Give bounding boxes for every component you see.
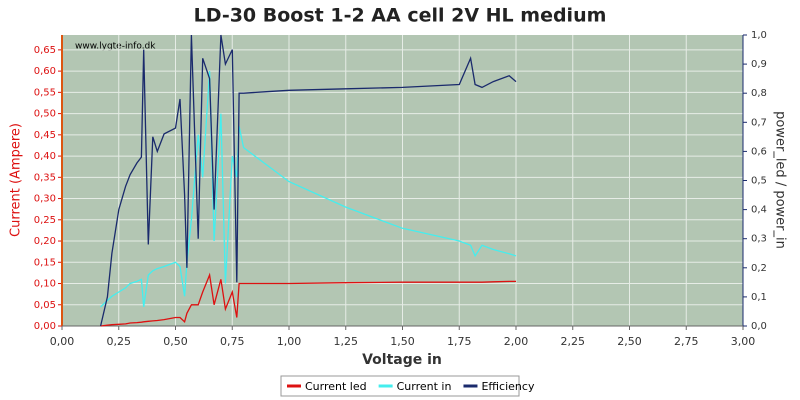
y-tick-label: 0,65 <box>34 45 56 56</box>
data-line <box>100 272 516 327</box>
y2-tick-label: 0,1 <box>751 292 767 303</box>
y-tick-label: 0,10 <box>34 279 56 290</box>
y2-tick-label: 0,6 <box>751 146 767 157</box>
y-tick-label: 0,15 <box>34 257 56 268</box>
x-tick-label: 0,50 <box>163 335 188 348</box>
y-tick-label: 0,05 <box>34 300 56 311</box>
legend-label: Current led <box>305 380 367 393</box>
data-line <box>100 71 517 308</box>
y2-tick-label: 0,9 <box>751 59 767 70</box>
x-tick-label: 0,75 <box>220 335 245 348</box>
chart-title: LD-30 Boost 1-2 AA cell 2V HL medium <box>194 5 607 27</box>
y-tick-label: 0,45 <box>34 130 56 141</box>
x-tick-label: 0,00 <box>50 335 75 348</box>
data-line <box>99 34 517 327</box>
legend-label: Current in <box>397 380 452 393</box>
y2-tick-label: 0,7 <box>751 117 767 128</box>
x-tick-label: 1,25 <box>334 335 359 348</box>
legend-label: Efficiency <box>481 380 534 393</box>
y2-tick-label: 0,4 <box>751 205 767 216</box>
x-tick-label: 2,00 <box>504 335 529 348</box>
y-tick-label: 0,25 <box>34 215 56 226</box>
y-tick-label: 0,60 <box>34 66 56 77</box>
y2-tick-label: 0,2 <box>751 263 767 274</box>
legend <box>280 375 520 397</box>
x-tick-label: 2,25 <box>561 335 586 348</box>
y2-tick-label: 0,3 <box>751 234 767 245</box>
x-tick-label: 2,50 <box>617 335 642 348</box>
y-tick-label: 0,40 <box>34 151 56 162</box>
y-tick-label: 0,00 <box>34 321 56 332</box>
y2-tick-label: 0,5 <box>751 176 767 187</box>
y2-tick-label: 0,0 <box>751 321 767 332</box>
x-tick-label: 3,00 <box>731 335 756 348</box>
x-axis-label: Voltage in <box>362 352 442 368</box>
x-tick-label: 1,75 <box>447 335 472 348</box>
y-tick-label: 0,20 <box>34 236 56 247</box>
x-tick-label: 1,50 <box>390 335 415 348</box>
y2-tick-label: 1,0 <box>751 30 767 41</box>
y-axis-label: Current (Ampere) <box>9 123 24 237</box>
y2-axis-label: power_led / power_in <box>773 111 788 249</box>
watermark: www.lygte-info.dk <box>75 42 156 52</box>
y2-tick-label: 0,8 <box>751 88 767 99</box>
y-tick-label: 0,35 <box>34 172 56 183</box>
x-tick-label: 2,75 <box>674 335 699 348</box>
x-tick-label: 0,25 <box>107 335 132 348</box>
y-tick-label: 0,55 <box>34 87 56 98</box>
x-tick-label: 1,00 <box>277 335 302 348</box>
y-tick-label: 0,30 <box>34 194 56 205</box>
y-tick-label: 0,50 <box>34 109 56 120</box>
